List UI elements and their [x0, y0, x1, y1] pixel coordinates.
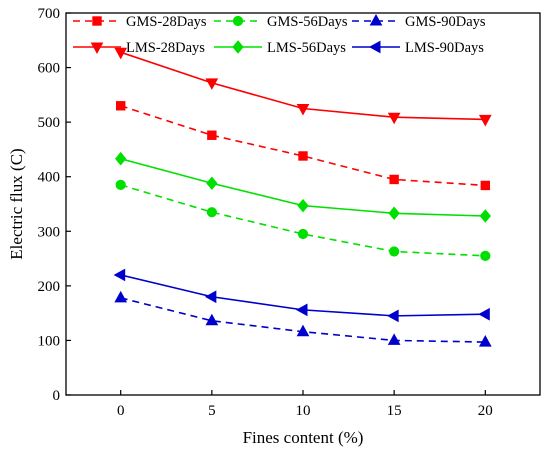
x-tick-label-3: 15	[387, 403, 402, 419]
data-point-5-3	[387, 309, 399, 323]
legend-label-0: GMS-28Days	[126, 14, 207, 30]
data-point-5-1	[204, 290, 217, 304]
legend-label-1: LMS-28Days	[126, 40, 205, 56]
y-tick-label-0: 0	[53, 388, 61, 404]
data-point-3-4	[479, 209, 491, 223]
series-layer	[113, 47, 492, 347]
data-point-3-0	[115, 151, 127, 166]
y-tick-label-3: 300	[38, 224, 61, 240]
legend-label-5: LMS-90Days	[405, 40, 484, 56]
data-point-1-1	[205, 78, 219, 90]
legend-label-2: GMS-56Days	[267, 14, 348, 30]
legend-marker-0	[92, 16, 102, 26]
legend: GMS-28Days LMS-28Days GMS-56Days LMS-56Days…	[73, 13, 486, 56]
data-point-2-1	[206, 207, 217, 218]
series-LMS-56Days	[115, 151, 491, 223]
series-GMS-90Days	[114, 290, 492, 347]
y-tick-label-1: 100	[38, 333, 61, 349]
x-tick-label-4: 20	[478, 403, 493, 419]
data-point-4-1	[205, 313, 219, 326]
legend-item-2: GMS-56Days	[214, 14, 348, 30]
data-point-2-3	[389, 246, 400, 257]
data-point-0-2	[298, 151, 308, 161]
y-axis-label: Electric flux (C)	[7, 148, 26, 259]
data-point-1-0	[114, 47, 128, 60]
data-point-0-3	[389, 174, 399, 185]
series-line-0	[120, 105, 486, 187]
data-point-3-2	[297, 198, 309, 213]
series-LMS-90Days	[113, 268, 490, 323]
legend-label-4: GMS-90Days	[405, 14, 486, 30]
legend-item-1: LMS-28Days	[73, 40, 205, 56]
legend-item-5: LMS-90Days	[352, 40, 484, 56]
data-point-2-4	[480, 250, 491, 261]
data-point-3-1	[206, 176, 218, 191]
data-point-5-4	[478, 307, 490, 321]
legend-marker-2	[232, 15, 244, 27]
data-point-5-0	[113, 268, 126, 282]
legend-marker-4	[369, 13, 383, 26]
data-point-3-3	[388, 206, 400, 221]
legend-item-0: GMS-28Days	[73, 14, 207, 30]
data-point-4-2	[296, 324, 310, 337]
x-axis: 0 5 10 15 20	[117, 390, 493, 419]
legend-item-3: LMS-56Days	[214, 40, 346, 56]
legend-marker-3	[232, 40, 244, 54]
series-GMS-56Days	[115, 179, 491, 261]
y-axis: 0 100 200 300 400 500 600 700	[38, 6, 71, 404]
legend-marker-1	[90, 42, 104, 55]
data-point-4-0	[114, 290, 128, 303]
series-LMS-28Days	[114, 47, 492, 127]
x-tick-label-1: 5	[208, 403, 216, 419]
series-GMS-28Days	[115, 101, 491, 191]
data-point-1-4	[478, 114, 492, 127]
data-point-4-4	[478, 335, 492, 347]
x-axis-label: Fines content (%)	[243, 428, 364, 447]
y-tick-label-7: 700	[38, 6, 61, 22]
data-point-1-2	[296, 104, 310, 116]
data-point-2-0	[115, 179, 126, 190]
data-point-0-0	[115, 101, 126, 111]
data-point-2-2	[297, 228, 309, 240]
data-point-0-4	[480, 180, 491, 191]
x-tick-label-0: 0	[117, 403, 125, 419]
data-point-1-3	[387, 112, 401, 125]
data-point-5-2	[295, 303, 308, 317]
series-line-2	[120, 184, 486, 257]
data-point-0-1	[207, 130, 217, 140]
x-tick-label-2: 10	[296, 403, 311, 419]
y-tick-label-4: 400	[38, 170, 61, 186]
y-tick-label-6: 600	[38, 61, 61, 77]
legend-marker-5	[368, 40, 381, 54]
legend-label-3: LMS-56Days	[267, 40, 346, 56]
legend-item-4: GMS-90Days	[352, 13, 486, 30]
y-tick-label-2: 200	[38, 279, 61, 295]
data-point-4-3	[387, 333, 401, 345]
y-tick-label-5: 500	[38, 115, 61, 131]
